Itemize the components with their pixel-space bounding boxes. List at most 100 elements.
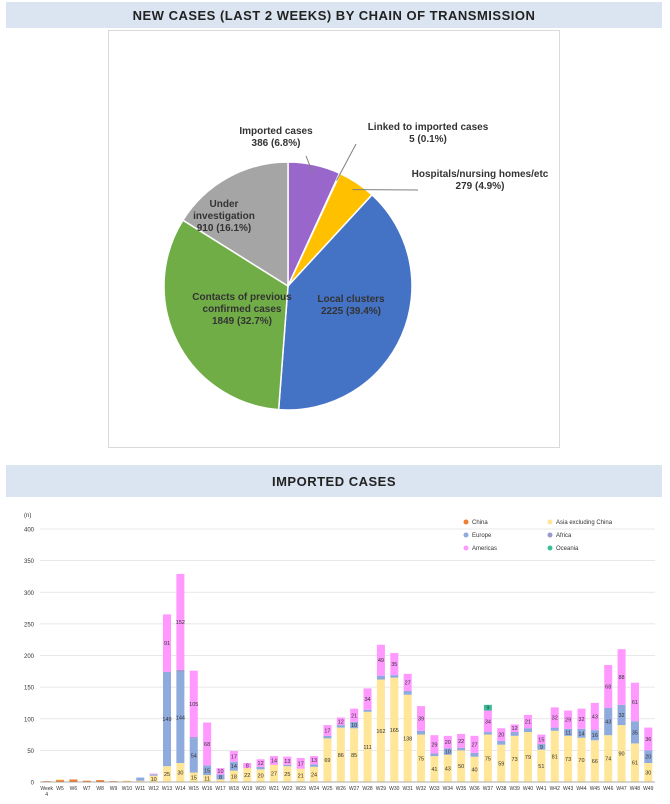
bar-value-label: 11 [565,730,571,736]
legend-label-africa: Africa [556,533,572,539]
bar-value-label: 15 [538,737,544,743]
bar-segment-europe [149,774,158,776]
y-tick-label: 250 [24,622,35,628]
bar-value-label: 32 [578,717,584,723]
bar-segment-china [56,780,65,782]
bar-segment-europe [497,740,506,745]
x-tick-label: W15 [189,786,200,792]
bar-segment-americas [550,707,559,728]
x-tick-label: W33 [429,786,440,792]
pie-label-under-investigation: Under investigation 910 (16.1%) [193,199,255,234]
bar-value-label: 70 [578,758,584,764]
x-tick-label: W41 [536,786,547,792]
bar-value-label: 35 [632,730,638,736]
x-tick-label: W47 [616,786,627,792]
x-tick-label: W20 [255,786,266,792]
bar-segment-europe [136,777,145,781]
bar-segment-asia-excluding-china [590,740,599,782]
bar-value-label: 32 [552,715,558,721]
y-tick-label: 50 [27,749,34,755]
bar-value-label: 86 [338,753,344,759]
x-tick-label: W45 [590,786,601,792]
x-tick-label: W48 [630,786,641,792]
pie-label-local-clusters: Local clusters 2225 (39.4%) [317,294,385,317]
bar-segment-europe [483,732,492,735]
bar-segment-china [96,780,105,782]
bar-value-label: 10 [351,723,357,729]
bar-segment-americas [390,652,399,676]
y-tick-label: 300 [24,591,35,597]
bar-segment-europe [390,675,399,678]
legend-marker-europe [463,532,469,538]
bar-segment-americas [457,733,466,748]
bar-value-label: 51 [538,764,544,770]
bar-segment-americas [256,759,265,767]
bar-value-label: 16 [592,733,598,739]
bar-value-label: 25 [164,772,170,778]
bar-segment-asia-excluding-china [604,735,613,782]
bar-segment-asia-excluding-china [163,766,172,782]
bar-segment-americas [403,673,412,691]
bar-segment-americas [443,735,452,749]
bar-segment-americas [430,735,439,754]
x-tick-label: W32 [416,786,427,792]
x-tick-label: W13 [162,786,173,792]
y-tick-label: 150 [24,686,35,692]
x-tick-label: W30 [389,786,400,792]
bar-segment-americas [283,756,292,765]
bar-value-label: 20 [445,740,451,746]
bar-segment-asia-excluding-china [122,780,131,782]
x-tick-label: W16 [202,786,213,792]
bar-segment-americas [336,717,345,726]
bar-segment-americas [350,708,359,722]
bar-chart-title: IMPORTED CASES [6,465,662,497]
bar-value-label: 79 [525,755,531,761]
bar-segment-asia-excluding-china [376,679,385,782]
bar-value-label: 27 [471,742,477,748]
x-tick-label: W28 [362,786,373,792]
bar-segment-americas [203,722,212,766]
legend-label-europe: Europe [472,533,492,539]
bar-value-label: 20 [645,755,651,761]
bar-segment-europe [630,721,639,744]
bar-segment-americas [163,614,172,672]
bar-value-label: 75 [485,756,491,762]
bar-segment-europe [336,725,345,728]
bar-segment-asia-excluding-china [483,734,492,782]
bar-value-label: 9 [486,706,489,712]
bar-segment-europe [550,727,559,731]
bar-segment-americas [617,649,626,705]
bar-segment-americas [523,714,532,729]
x-tick-label: W17 [215,786,226,792]
pie-leader-line-imported-cases [305,155,314,173]
bar-value-label: 24 [311,772,317,778]
bar-value-label: 29 [431,742,437,748]
bar-value-label: 17 [298,761,304,767]
bar-segment-americas [470,735,479,753]
y-tick-label: 0 [31,781,35,787]
bar-segment-americas [149,773,158,775]
bar-segment-europe [283,764,292,767]
bar-value-label: 68 [204,742,210,748]
bar-segment-asia-excluding-china [617,725,626,782]
bar-segment-asia-excluding-china [443,754,452,782]
bar-value-label: 73 [512,757,518,763]
bar-segment-europe [350,721,359,729]
x-tick-label: W24 [309,786,320,792]
bar-segment-americas [229,751,238,762]
bar-segment-asia-excluding-china [243,768,252,782]
bar-value-label: 14 [271,758,277,764]
bar-segment-europe [176,671,185,764]
x-tick-label: W19 [242,786,253,792]
x-tick-label: W22 [282,786,293,792]
bar-segment-europe [163,671,172,767]
bar-value-label: 17 [324,728,330,734]
bar-segment-europe [564,728,573,736]
bar-segment-americas [189,670,198,738]
x-tick-label: W9 [110,786,118,792]
x-tick-label: W31 [403,786,414,792]
bar-value-label: 17 [231,754,237,760]
bar-segment-europe [189,738,198,773]
bar-value-label: 14 [231,764,237,770]
x-tick-label: W37 [483,786,494,792]
